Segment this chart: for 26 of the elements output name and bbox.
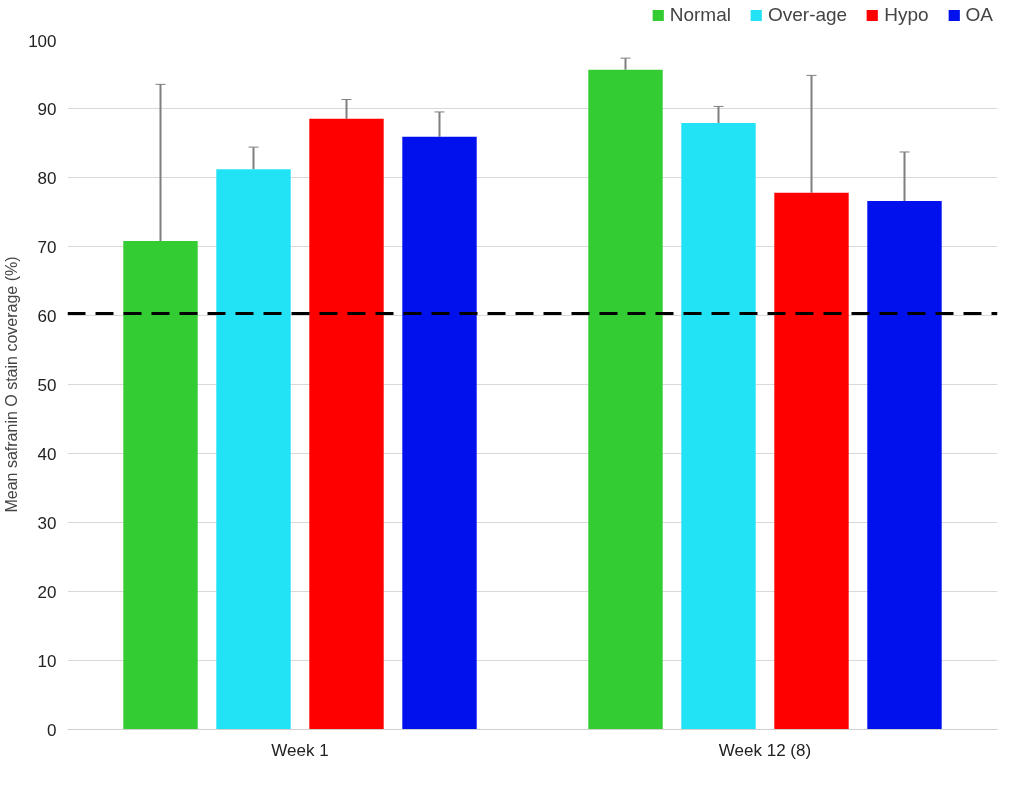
y-tick-label: 60	[37, 306, 57, 326]
legend-label: Over-age	[767, 4, 848, 26]
y-tick-label: 50	[37, 375, 57, 395]
bar	[681, 122, 756, 730]
y-tick-label: 20	[37, 582, 57, 602]
bar	[774, 192, 849, 730]
bar	[309, 118, 384, 730]
y-tick-label: 90	[37, 99, 57, 119]
bar	[402, 136, 477, 730]
legend-label: OA	[965, 4, 993, 26]
y-tick-label: 70	[37, 237, 57, 257]
bar	[588, 69, 663, 730]
legend-label: Normal	[669, 4, 731, 26]
y-tick-label: 100	[28, 31, 57, 51]
bar	[123, 240, 198, 730]
x-tick-label: Week 1	[271, 740, 329, 760]
bar	[867, 200, 942, 730]
y-tick-label: 80	[37, 168, 57, 188]
y-tick-label: 0	[47, 720, 57, 740]
y-tick-label: 30	[37, 513, 57, 533]
bar	[216, 169, 291, 730]
x-tick-label: Week 12 (8)	[718, 740, 812, 760]
y-tick-label: 40	[37, 444, 57, 464]
legend-label: Hypo	[884, 4, 929, 26]
y-axis-title: Mean safranin O stain coverage (%)	[3, 256, 21, 513]
y-tick-label: 10	[37, 651, 57, 671]
